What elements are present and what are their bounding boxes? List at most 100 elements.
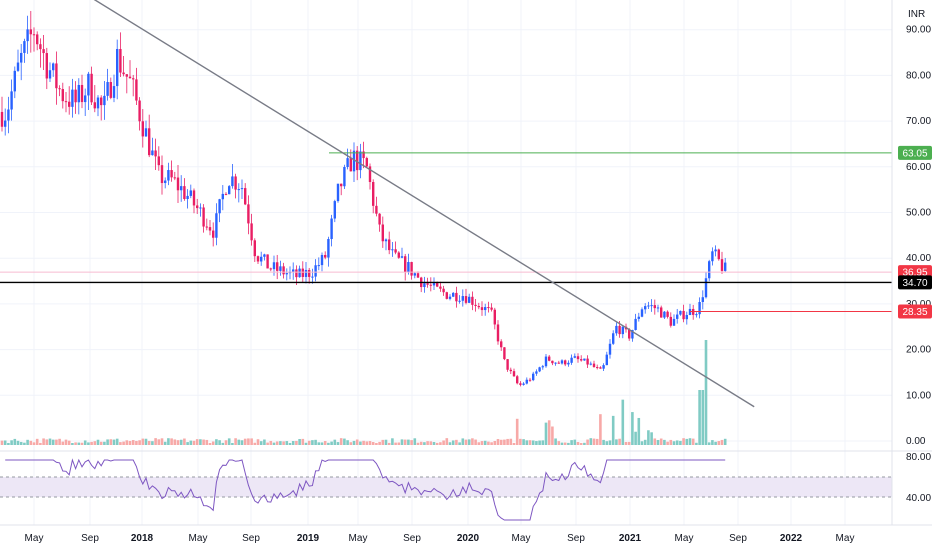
candle-body <box>20 52 23 63</box>
volume-bar <box>631 412 634 445</box>
volume-bar <box>528 440 532 445</box>
candle-body <box>516 376 519 384</box>
candle-body <box>394 249 397 253</box>
candle-body <box>272 262 276 270</box>
candle-body <box>653 305 656 309</box>
candle-body <box>388 239 391 251</box>
candle-body <box>551 360 554 364</box>
volume-bar <box>544 422 548 445</box>
volume-bar <box>234 438 237 445</box>
time-tick-label: 2019 <box>297 533 320 544</box>
volume-bar <box>615 439 618 445</box>
volume-bar <box>80 442 84 445</box>
candle-body <box>602 365 605 369</box>
volume-bar <box>0 440 4 445</box>
volume-bar <box>691 438 695 445</box>
volume-bar <box>467 439 471 445</box>
volume-bar <box>640 441 644 445</box>
volume-bar <box>672 441 676 445</box>
candle-body <box>528 379 532 381</box>
candle-body <box>362 151 365 159</box>
candle-body <box>295 269 298 278</box>
rsi-line <box>5 458 726 521</box>
trendline[interactable] <box>62 0 755 408</box>
volume-bar <box>506 438 509 445</box>
volume-bar <box>119 442 122 445</box>
volume-bar <box>608 440 612 445</box>
volume-bar <box>503 439 506 445</box>
candle-body <box>109 82 112 98</box>
time-tick-label: 2022 <box>780 533 803 544</box>
candle-body <box>340 183 343 187</box>
volume-bar <box>151 441 154 445</box>
volume-bar <box>547 420 551 445</box>
rsi-tick-label: 40.00 <box>906 493 931 504</box>
volume-bar <box>419 441 423 445</box>
price-tick-label: 70.00 <box>906 116 931 127</box>
volume-bar <box>13 438 17 445</box>
candle-body <box>298 268 301 278</box>
volume-bar <box>295 440 298 445</box>
candle-body <box>199 207 202 209</box>
candle-body <box>356 150 359 171</box>
volume-bar <box>627 441 631 445</box>
volume-bar <box>541 440 545 445</box>
candle-body <box>573 356 576 358</box>
volume-bar <box>339 438 343 445</box>
volume-bar <box>237 439 241 445</box>
volume-bars <box>0 340 727 445</box>
candle-body <box>128 76 132 79</box>
candle-body <box>279 266 282 271</box>
candle-body <box>119 48 122 73</box>
candle-body <box>452 292 455 297</box>
candle-body <box>589 363 592 365</box>
candle-body <box>266 254 269 269</box>
candle-body <box>554 362 557 364</box>
candle-body <box>608 343 612 355</box>
volume-bar <box>650 432 653 445</box>
volume-bar <box>595 438 599 445</box>
candle-body <box>320 254 324 266</box>
candle-body <box>308 269 311 277</box>
candle-body <box>407 262 410 273</box>
volume-bar <box>55 439 58 445</box>
time-axis[interactable]: May Sep 2018 May Sep 2019 May Sep 2020 May Sep 2021… <box>25 533 855 544</box>
volume-bar <box>403 439 407 445</box>
candle-body <box>525 379 528 384</box>
volume-bar <box>336 442 340 445</box>
candle-body <box>432 282 436 286</box>
volume-bar <box>10 440 13 445</box>
volume-bar <box>535 441 538 445</box>
volume-bar <box>61 441 65 445</box>
currency-label[interactable]: INR <box>908 9 925 20</box>
candle-body <box>368 166 372 183</box>
volume-bar <box>275 441 279 445</box>
candle-body <box>192 190 196 206</box>
last-price-price-label: 36.95 <box>902 268 927 279</box>
candle-body <box>58 88 61 90</box>
candle-body <box>218 199 221 214</box>
candle-body <box>282 266 285 275</box>
candle-body <box>48 70 52 79</box>
volume-bar <box>423 442 426 445</box>
volume-bar <box>663 439 666 445</box>
volume-bar <box>474 439 477 445</box>
volume-bar <box>115 438 119 445</box>
volume-bar <box>122 441 125 445</box>
candle-body <box>29 29 32 35</box>
candle-body <box>74 89 77 103</box>
candle-body <box>125 74 128 77</box>
volume-bar <box>343 438 346 445</box>
volume-bar <box>285 441 289 445</box>
candle-body <box>154 150 157 157</box>
volume-bar <box>477 442 481 445</box>
candle-body <box>202 207 205 227</box>
candle-body <box>26 29 29 42</box>
volume-bar <box>480 441 484 445</box>
volume-bar <box>407 439 410 445</box>
price-axis[interactable]: 90.00 80.00 70.00 60.00 50.00 40.00 30.00 20.00… <box>906 25 931 447</box>
candle-body <box>672 318 676 326</box>
candle-body <box>669 316 672 326</box>
candle-body <box>628 329 631 339</box>
volume-bar <box>279 441 282 445</box>
